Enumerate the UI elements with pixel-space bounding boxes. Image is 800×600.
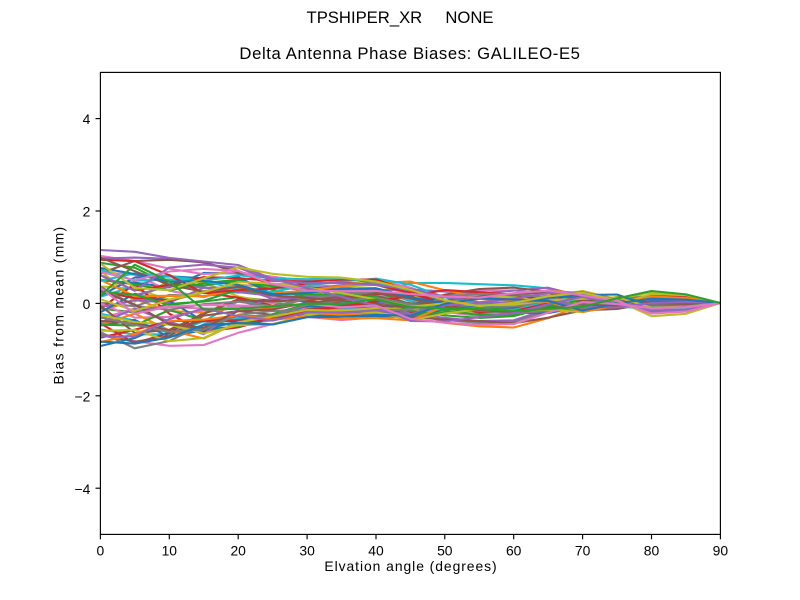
svg-text:30: 30 [299,543,315,559]
svg-text:90: 90 [713,543,729,559]
svg-text:10: 10 [162,543,178,559]
svg-text:80: 80 [644,543,660,559]
svg-text:70: 70 [575,543,591,559]
svg-text:20: 20 [230,543,246,559]
svg-text:TPSHIPER_XR NONE: TPSHIPER_XR NONE [307,8,494,27]
svg-text:60: 60 [506,543,522,559]
svg-text:−2: −2 [74,388,90,404]
svg-text:50: 50 [437,543,453,559]
svg-text:4: 4 [83,111,91,127]
svg-text:Bias from mean (mm): Bias from mean (mm) [51,225,67,384]
svg-text:−4: −4 [74,481,90,497]
svg-text:2: 2 [83,204,91,220]
svg-text:Delta Antenna Phase Biases: GA: Delta Antenna Phase Biases: GALILEO-E5 [239,44,580,63]
svg-text:40: 40 [368,543,384,559]
svg-text:0: 0 [97,543,105,559]
svg-text:Elvation angle (degrees): Elvation angle (degrees) [324,558,497,574]
svg-text:0: 0 [83,296,91,312]
